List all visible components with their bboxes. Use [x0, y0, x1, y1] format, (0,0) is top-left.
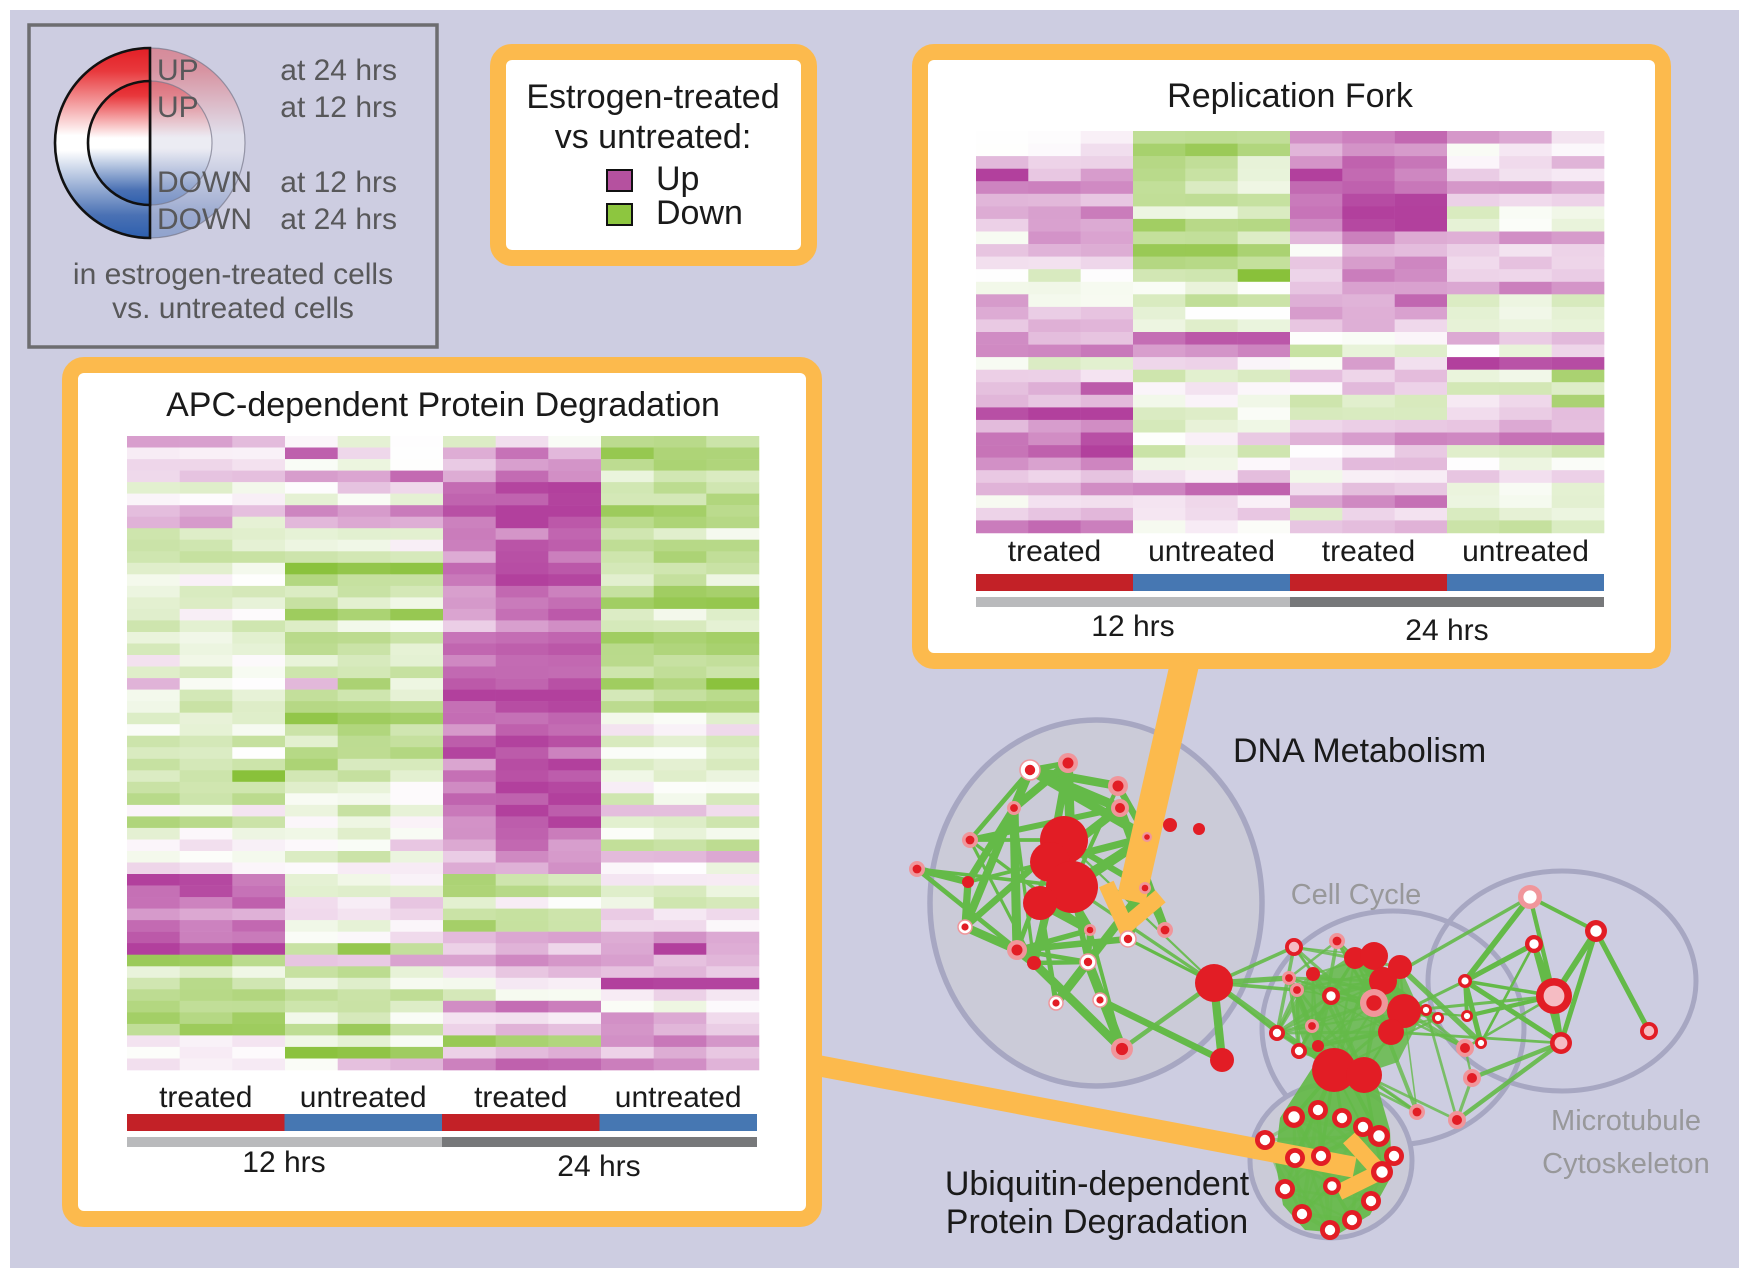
svg-text:vs untreated:: vs untreated: — [555, 118, 752, 156]
svg-text:Ubiquitin-dependent: Ubiquitin-dependent — [945, 1165, 1250, 1203]
svg-text:Replication Fork: Replication Fork — [1167, 77, 1414, 115]
svg-text:in estrogen-treated cells: in estrogen-treated cells — [73, 258, 393, 291]
svg-text:treated: treated — [474, 1081, 567, 1114]
svg-text:untreated: untreated — [300, 1081, 427, 1114]
svg-text:UP: UP — [157, 54, 199, 87]
svg-text:Estrogen-treated: Estrogen-treated — [526, 78, 779, 116]
svg-text:untreated: untreated — [615, 1081, 742, 1114]
svg-text:treated: treated — [159, 1081, 252, 1114]
svg-text:at 24 hrs: at 24 hrs — [280, 54, 397, 87]
svg-text:treated: treated — [1008, 535, 1101, 568]
svg-text:at 12 hrs: at 12 hrs — [280, 91, 397, 124]
svg-text:vs. untreated cells: vs. untreated cells — [112, 292, 354, 325]
svg-text:DOWN: DOWN — [157, 166, 252, 199]
svg-text:at 12 hrs: at 12 hrs — [280, 166, 397, 199]
svg-text:DNA Metabolism: DNA Metabolism — [1233, 732, 1486, 770]
svg-text:UP: UP — [157, 91, 199, 124]
svg-text:12 hrs: 12 hrs — [242, 1146, 325, 1179]
svg-text:untreated: untreated — [1462, 535, 1589, 568]
svg-text:12 hrs: 12 hrs — [1091, 610, 1174, 643]
svg-text:Cytoskeleton: Cytoskeleton — [1542, 1148, 1710, 1180]
svg-text:Down: Down — [656, 194, 743, 232]
svg-text:Cell Cycle: Cell Cycle — [1291, 879, 1422, 911]
svg-text:Microtubule: Microtubule — [1551, 1105, 1701, 1137]
svg-text:24 hrs: 24 hrs — [557, 1150, 640, 1183]
svg-text:DOWN: DOWN — [157, 203, 252, 236]
svg-text:24 hrs: 24 hrs — [1405, 614, 1488, 647]
svg-text:untreated: untreated — [1148, 535, 1275, 568]
svg-text:treated: treated — [1322, 535, 1415, 568]
svg-text:at 24 hrs: at 24 hrs — [280, 203, 397, 236]
svg-text:Up: Up — [656, 160, 699, 198]
svg-text:Protein Degradation: Protein Degradation — [946, 1203, 1248, 1241]
svg-text:APC-dependent Protein Degradat: APC-dependent Protein Degradation — [166, 386, 720, 424]
